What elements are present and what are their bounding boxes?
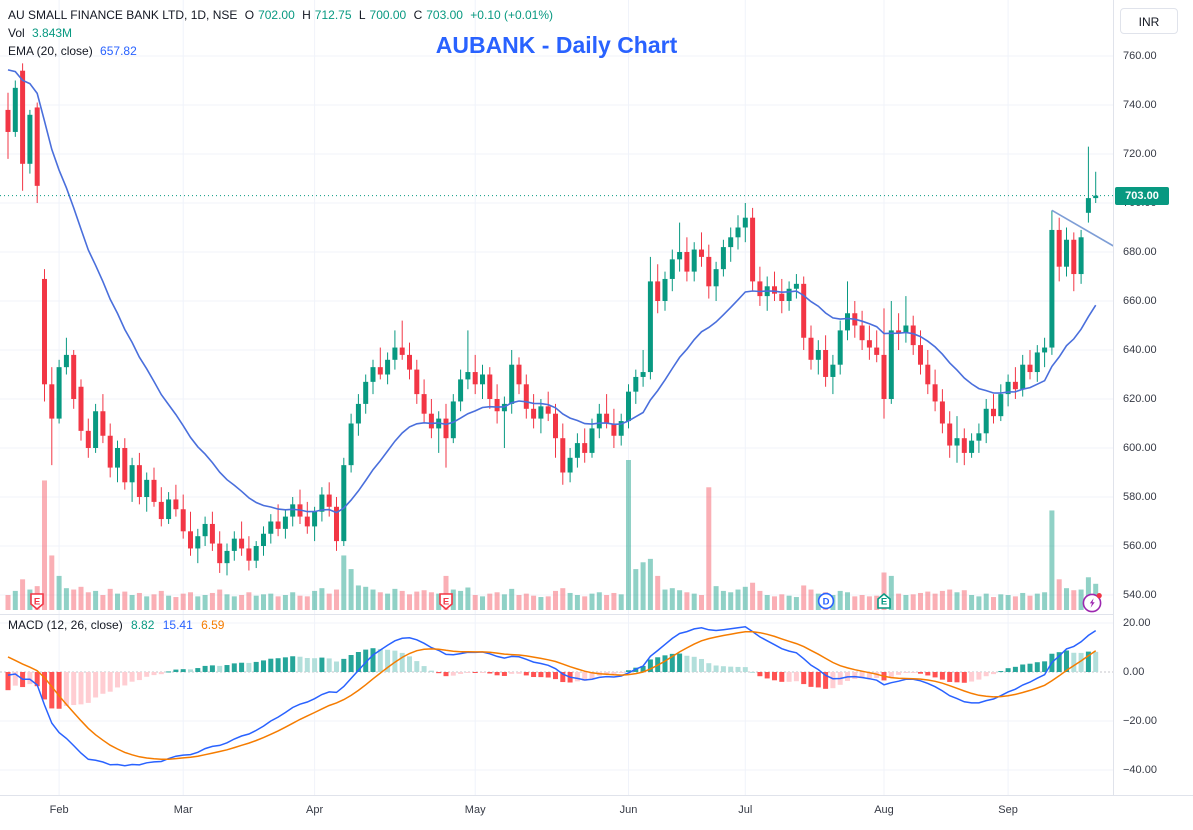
macd-tick-label: 20.00 — [1123, 617, 1151, 629]
ema-legend-row[interactable]: EMA (20, close) 657.82 — [8, 44, 137, 58]
month-label: Apr — [306, 804, 324, 816]
gridlines — [0, 0, 1113, 795]
svg-text:E: E — [34, 597, 40, 608]
price-tick-label: 540.00 — [1123, 589, 1157, 601]
legend: AU SMALL FINANCE BANK LTD, 1D, NSE O 702.… — [8, 6, 557, 60]
time-axis[interactable]: Feb Mar Apr May Jun Jul Aug Sep — [0, 795, 1193, 830]
month-label: Jul — [738, 804, 753, 816]
macd-tick-label: −40.00 — [1123, 764, 1157, 776]
close-value: 703.00 — [426, 8, 463, 22]
current-price-label: 703.00 — [1115, 186, 1169, 205]
low-value: 700.00 — [369, 8, 407, 22]
price-tick-label: 660.00 — [1123, 295, 1157, 307]
month-label: Jun — [619, 804, 638, 816]
svg-text:E: E — [881, 597, 887, 608]
earnings-badge[interactable]: E — [437, 592, 455, 611]
macd-signal-value: 6.59 — [201, 618, 225, 632]
month-label: Sep — [998, 804, 1018, 816]
macd-pane — [5, 626, 1099, 767]
overlays — [0, 195, 1114, 247]
month-label: Mar — [173, 804, 193, 816]
price-tick-label: 760.00 — [1123, 50, 1157, 62]
price-tick-label: 600.00 — [1123, 442, 1157, 454]
candlesticks — [5, 63, 1099, 576]
flash-actions-button[interactable] — [1081, 590, 1105, 614]
macd-tick-label: 0.00 — [1123, 666, 1145, 678]
macd-tick-label: −20.00 — [1123, 715, 1157, 727]
currency-button[interactable]: INR — [1120, 8, 1178, 34]
ema-line — [7, 69, 1097, 514]
month-label: Feb — [49, 804, 69, 816]
price-tick-label: 740.00 — [1123, 99, 1157, 111]
symbol-legend-row[interactable]: AU SMALL FINANCE BANK LTD, 1D, NSE O 702.… — [8, 8, 554, 22]
ema-value: 657.82 — [100, 44, 137, 58]
price-tick-label: 560.00 — [1123, 540, 1157, 552]
volume-bars — [5, 460, 1099, 610]
macd-hist-value: 8.82 — [131, 618, 155, 632]
earnings-badge[interactable]: E — [28, 592, 46, 611]
price-tick-label: 720.00 — [1123, 148, 1157, 160]
month-label: May — [464, 804, 486, 816]
volume-legend-row[interactable]: Vol 3.843M — [8, 26, 73, 40]
volume-value: 3.843M — [32, 26, 73, 40]
price-tick-label: 580.00 — [1123, 491, 1157, 503]
svg-text:D: D — [822, 597, 829, 608]
macd-legend-row[interactable]: MACD (12, 26, close) 8.82 15.41 6.59 — [8, 618, 225, 632]
dividend-badge[interactable]: D — [817, 592, 835, 610]
price-tick-label: 620.00 — [1123, 393, 1157, 405]
macd-line-value: 15.41 — [162, 618, 193, 632]
pane-separator[interactable] — [0, 614, 1113, 615]
price-tick-label: 640.00 — [1123, 344, 1157, 356]
open-value: 702.00 — [258, 8, 295, 22]
svg-text:E: E — [443, 597, 449, 608]
earnings-badge[interactable]: E — [875, 592, 893, 610]
chart-title-watermark: AUBANK - Daily Chart — [435, 32, 678, 58]
high-value: 712.75 — [314, 8, 352, 22]
price-tick-label: 680.00 — [1123, 246, 1157, 258]
lightning-icon — [1082, 593, 1102, 613]
symbol-title: AU SMALL FINANCE BANK LTD, 1D, NSE — [8, 8, 238, 22]
price-axis[interactable]: 760.00740.00720.00700.00680.00660.00640.… — [1113, 0, 1193, 795]
change-value: +0.10 (+0.01%) — [470, 8, 554, 22]
month-label: Aug — [874, 804, 894, 816]
